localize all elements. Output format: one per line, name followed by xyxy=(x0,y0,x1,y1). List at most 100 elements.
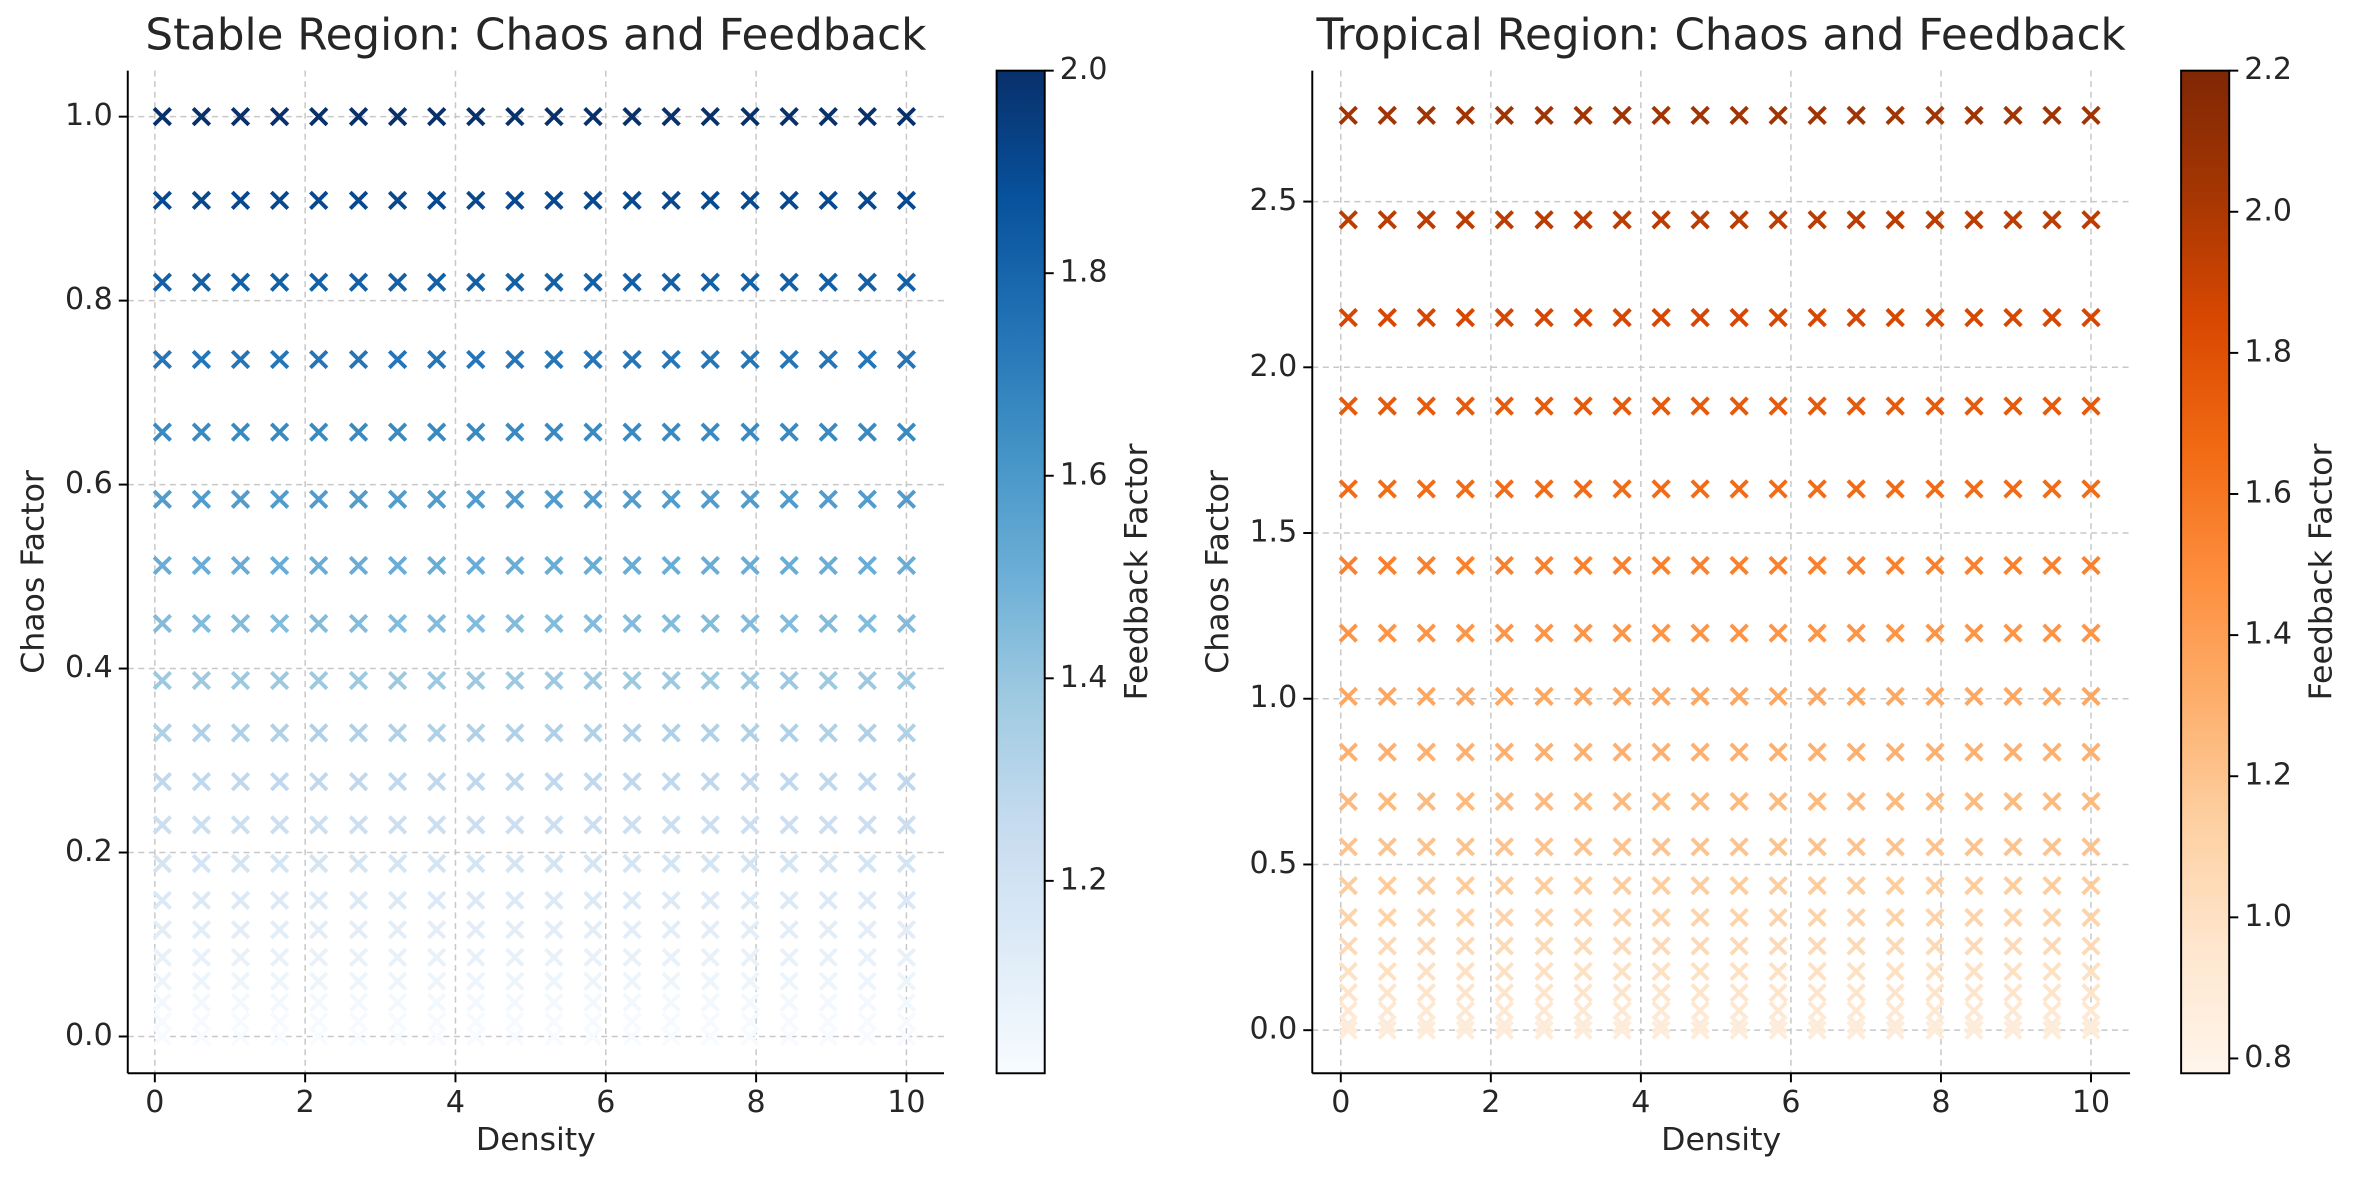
point xyxy=(1964,396,1984,416)
point xyxy=(896,971,917,991)
colorbar-tick-label: 1.2 xyxy=(2244,758,2292,793)
point xyxy=(896,815,917,835)
point xyxy=(583,992,603,1013)
point xyxy=(1651,396,1671,416)
point xyxy=(152,613,172,634)
colorbar-tick-label: 1.2 xyxy=(1060,862,1108,897)
point xyxy=(1846,742,1866,762)
point xyxy=(544,853,564,874)
point xyxy=(466,992,486,1013)
colorbar-label: Feedback Factor xyxy=(2303,444,2339,701)
point xyxy=(583,971,603,991)
point xyxy=(1729,105,1749,126)
point xyxy=(818,890,838,910)
point xyxy=(348,190,369,210)
point xyxy=(740,890,760,910)
point xyxy=(1416,623,1436,643)
point xyxy=(1455,479,1475,499)
point xyxy=(1925,479,1945,499)
point xyxy=(1925,791,1945,812)
point xyxy=(269,1012,290,1032)
point xyxy=(1690,555,1710,576)
point xyxy=(583,613,603,634)
point xyxy=(700,723,720,743)
point xyxy=(583,670,603,691)
point xyxy=(269,422,290,442)
point xyxy=(1807,791,1827,812)
point xyxy=(1846,479,1866,499)
point xyxy=(466,272,486,292)
point xyxy=(1416,907,1436,928)
point xyxy=(191,613,212,634)
point xyxy=(348,1026,369,1047)
point xyxy=(1494,686,1514,707)
point xyxy=(1690,961,1710,982)
point xyxy=(1534,555,1554,576)
point xyxy=(661,853,681,874)
point xyxy=(2081,396,2101,416)
point xyxy=(387,272,408,292)
point xyxy=(1573,936,1593,956)
point xyxy=(1964,1020,1984,1040)
point xyxy=(700,947,720,968)
point xyxy=(230,190,251,210)
point xyxy=(740,920,760,940)
point xyxy=(857,971,877,991)
point xyxy=(2003,936,2023,956)
y-axis-label: Chaos Factor xyxy=(1200,470,1236,674)
point xyxy=(1338,1014,1358,1034)
colorbar-tick-label: 2.0 xyxy=(1060,52,1108,87)
point xyxy=(1846,876,1866,896)
point xyxy=(622,992,642,1013)
point xyxy=(1338,623,1358,643)
point xyxy=(700,422,720,442)
point xyxy=(152,947,172,968)
point xyxy=(1768,791,1788,812)
point xyxy=(1455,105,1475,126)
point xyxy=(1768,876,1788,896)
point xyxy=(466,853,486,874)
point xyxy=(857,992,877,1013)
point xyxy=(152,890,172,910)
point xyxy=(1885,961,1905,982)
point xyxy=(661,723,681,743)
point xyxy=(622,489,642,509)
y-tick-label: 2.5 xyxy=(1249,183,1297,218)
point xyxy=(1416,876,1436,896)
point xyxy=(230,971,251,991)
point xyxy=(896,555,917,576)
point xyxy=(1925,936,1945,956)
point xyxy=(1338,686,1358,707)
point xyxy=(191,489,212,509)
point xyxy=(309,1012,329,1032)
point xyxy=(505,815,525,835)
point xyxy=(2042,307,2062,328)
point xyxy=(387,853,408,874)
point xyxy=(1416,1020,1436,1040)
point xyxy=(1964,686,1984,707)
point xyxy=(1377,876,1397,896)
point xyxy=(661,947,681,968)
point xyxy=(779,190,799,210)
point xyxy=(1494,555,1514,576)
point xyxy=(1651,555,1671,576)
point xyxy=(740,670,760,691)
point xyxy=(896,106,917,127)
colorbar-tick-label: 2.0 xyxy=(2244,193,2292,228)
point xyxy=(1651,961,1671,982)
colorbar-tick-label: 1.4 xyxy=(1060,660,1108,695)
point xyxy=(348,555,369,576)
point xyxy=(896,1012,917,1032)
point xyxy=(2042,686,2062,707)
point xyxy=(309,422,329,442)
point xyxy=(857,772,877,792)
point xyxy=(622,947,642,968)
point xyxy=(191,190,212,210)
point xyxy=(661,971,681,991)
point xyxy=(661,670,681,691)
point xyxy=(544,947,564,968)
point xyxy=(1455,555,1475,576)
point xyxy=(505,190,525,210)
point xyxy=(1612,210,1632,230)
point xyxy=(740,190,760,210)
